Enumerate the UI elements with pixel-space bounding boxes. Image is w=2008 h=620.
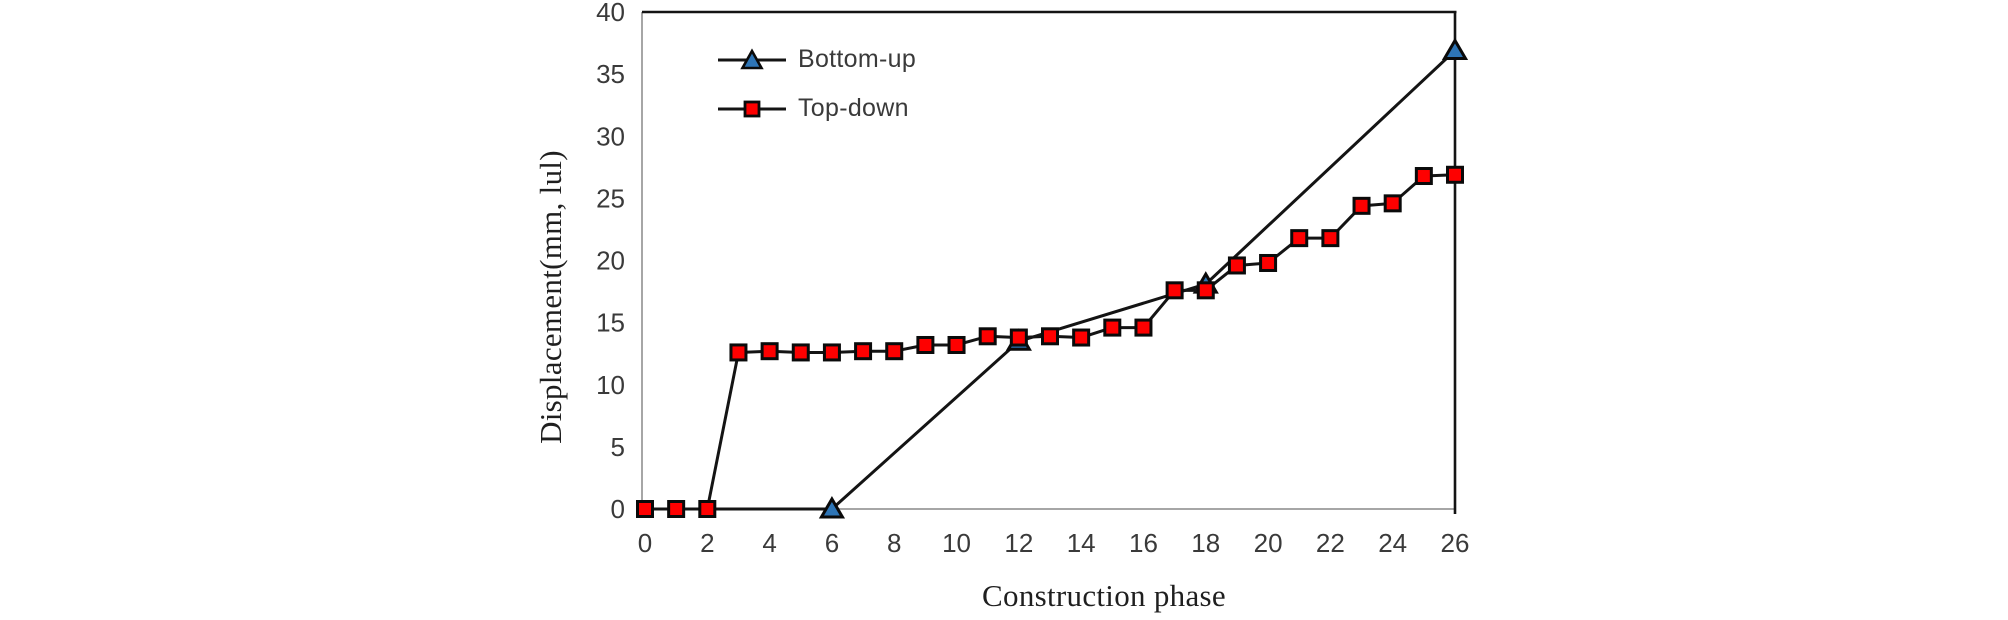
x-tick-label: 2 [700,528,714,558]
x-tick-label: 26 [1441,528,1470,558]
x-tick-label: 6 [825,528,839,558]
x-tick-label: 12 [1004,528,1033,558]
x-tick-label: 20 [1254,528,1283,558]
x-tick-label: 4 [762,528,776,558]
bottom-up-legend-marker-icon [718,47,786,69]
legend-label-top-down: Top-down [798,94,909,122]
data-point-square-top-down [916,335,935,354]
x-tick-label: 16 [1129,528,1158,558]
data-point-square-top-down [885,342,904,361]
data-point-square-top-down [667,500,686,518]
data-point-square-top-down [729,343,748,362]
legend-label-bottom-up: Bottom-up [798,45,917,73]
legend-item-top-down: Top-down [718,94,909,123]
y-tick-label: 40 [596,0,625,27]
y-tick-label: 15 [596,308,625,338]
data-point-square-top-down [1134,318,1153,337]
data-point-square-top-down [1290,229,1309,248]
y-tick-label: 20 [596,246,625,276]
data-point-triangle-bottom-up [818,496,846,519]
data-point-triangle-bottom-up [1441,37,1469,61]
top-down-legend-marker-icon [718,100,786,117]
x-tick-label: 10 [942,528,971,558]
y-axis-title: Displacement(mm, lul) [533,150,568,444]
x-tick-label: 18 [1191,528,1220,558]
y-tick-label: 25 [596,183,625,213]
x-tick-label: 0 [638,528,652,558]
y-tick-label: 10 [596,370,625,400]
data-point-square-top-down [1041,327,1059,346]
data-point-square-top-down [1414,167,1433,186]
data-point-square-top-down [698,500,717,518]
data-point-square-top-down [1009,328,1028,347]
data-point-square-top-down [1072,328,1091,347]
data-point-square-top-down [1383,194,1402,213]
x-axis-title: Construction phase [982,578,1226,613]
x-tick-label: 24 [1378,528,1407,558]
legend-item-bottom-up: Bottom-up [718,45,916,74]
data-point-square-top-down [978,327,997,346]
data-point-square-top-down [1352,196,1371,215]
data-point-square-top-down [791,343,810,362]
y-tick-label: 30 [596,121,625,151]
data-point-square-top-down [1196,281,1215,300]
y-tick-label: 5 [611,432,625,462]
data-point-square-top-down [854,342,873,361]
data-point-square-top-down [822,343,841,362]
data-point-square-top-down [760,342,779,361]
x-tick-label: 22 [1316,528,1345,558]
data-point-square-top-down [947,335,966,354]
y-tick-label: 35 [596,59,625,89]
data-point-square-top-down [1446,165,1464,184]
data-point-square-top-down [1227,256,1246,275]
data-point-square-top-down [1259,253,1278,272]
data-point-square-top-down [1103,318,1122,337]
x-tick-label: 8 [887,528,901,558]
data-point-square-top-down [636,500,654,518]
data-point-square-top-down [1165,281,1184,300]
data-point-square-top-down [1321,229,1340,248]
y-tick-label: 0 [611,494,625,524]
x-tick-label: 14 [1067,528,1096,558]
